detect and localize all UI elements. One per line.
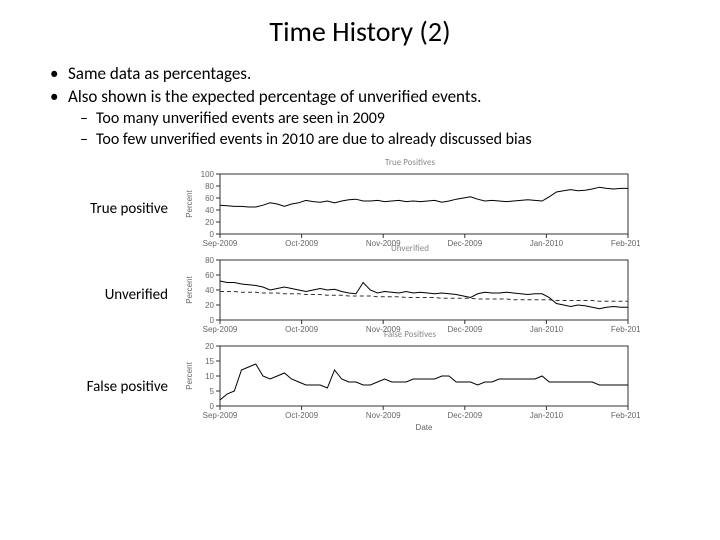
svg-text:Date: Date bbox=[416, 423, 433, 432]
svg-text:20: 20 bbox=[205, 218, 214, 227]
svg-text:60: 60 bbox=[205, 271, 214, 280]
svg-text:Percent: Percent bbox=[185, 361, 194, 389]
svg-text:0: 0 bbox=[210, 230, 215, 239]
svg-text:Percent: Percent bbox=[185, 189, 194, 217]
svg-text:Percent: Percent bbox=[185, 275, 194, 303]
svg-text:20: 20 bbox=[205, 342, 214, 351]
chart-title-uv: Unverified bbox=[180, 243, 640, 254]
svg-text:60: 60 bbox=[205, 194, 214, 203]
unverified-chart: 020406080PercentSep-2009Oct-2009Nov-2009… bbox=[180, 255, 640, 335]
svg-text:100: 100 bbox=[201, 170, 215, 179]
svg-text:0: 0 bbox=[210, 316, 215, 325]
slide-title: Time History (2) bbox=[0, 14, 720, 49]
false-positive-chart: 0 5 10 15 20 Percent Sep-2009 Oct-2009 Nov-2009 D… bbox=[180, 341, 640, 433]
chart-label-fp: False positive bbox=[30, 378, 180, 396]
svg-text:40: 40 bbox=[205, 286, 214, 295]
svg-text:20: 20 bbox=[205, 301, 214, 310]
chart-label-tp: True positive bbox=[30, 200, 180, 218]
svg-text:80: 80 bbox=[205, 256, 214, 265]
svg-text:Jan-2010: Jan-2010 bbox=[530, 411, 564, 420]
charts-area: True positive True Positives 02040608010… bbox=[0, 169, 720, 433]
bullet-item: Also shown is the expected percentage of… bbox=[40, 86, 700, 107]
bullet-item: Same data as percentages. bbox=[40, 63, 700, 84]
sub-bullet-item: Too few unverified events in 2010 are du… bbox=[40, 130, 700, 149]
chart-title-fp: False Positives bbox=[180, 329, 640, 340]
sub-bullet-item: Too many unverified events are seen in 2… bbox=[40, 109, 700, 128]
svg-text:Sep-2009: Sep-2009 bbox=[203, 411, 238, 420]
svg-text:80: 80 bbox=[205, 182, 214, 191]
svg-text:Dec-2009: Dec-2009 bbox=[447, 411, 482, 420]
svg-text:10: 10 bbox=[205, 372, 214, 381]
svg-text:5: 5 bbox=[210, 387, 215, 396]
svg-text:0: 0 bbox=[210, 402, 215, 411]
svg-text:40: 40 bbox=[205, 206, 214, 215]
true-positive-chart: 020406080100PercentSep-2009Oct-2009Nov-2… bbox=[180, 169, 640, 249]
chart-title-tp: True Positives bbox=[180, 157, 640, 168]
chart-label-uv: Unverified bbox=[30, 286, 180, 304]
svg-text:Oct-2009: Oct-2009 bbox=[285, 411, 318, 420]
svg-text:Nov-2009: Nov-2009 bbox=[366, 411, 401, 420]
bullet-list: Same data as percentages. Also shown is … bbox=[0, 63, 720, 149]
svg-text:Feb-2010: Feb-2010 bbox=[611, 411, 640, 420]
svg-text:15: 15 bbox=[205, 357, 214, 366]
